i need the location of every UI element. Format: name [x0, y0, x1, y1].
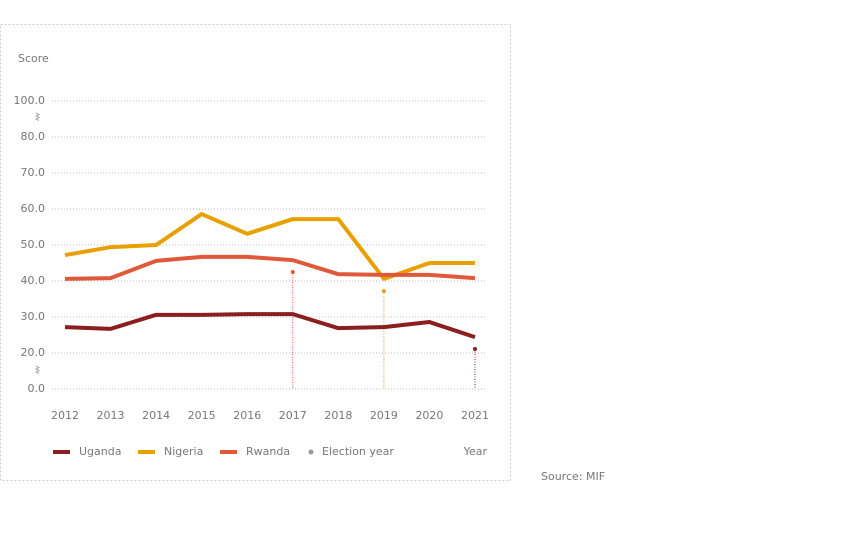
legend-label: Election year	[322, 445, 394, 458]
legend-label: Nigeria	[164, 445, 203, 458]
y-tick-label: 100.0	[14, 94, 46, 107]
legend-label: Rwanda	[246, 445, 290, 458]
y-tick-label: 40.0	[21, 274, 46, 287]
x-axis-label: Year	[463, 445, 488, 458]
y-tick-label: 80.0	[21, 130, 46, 143]
y-tick-label: 20.0	[21, 346, 46, 359]
x-tick-label: 2015	[188, 409, 216, 422]
x-tick-label: 2016	[233, 409, 261, 422]
x-tick-label: 2020	[415, 409, 443, 422]
x-tick-label: 2018	[324, 409, 352, 422]
source: Source: MIF	[541, 470, 605, 483]
x-tick-label: 2013	[97, 409, 125, 422]
legend-dot	[308, 449, 314, 455]
x-tick-label: 2021	[461, 409, 489, 422]
election-marker	[381, 289, 386, 294]
y-tick-label: 50.0	[21, 238, 46, 251]
series-line	[64, 254, 476, 281]
y-tick-label: 70.0	[21, 166, 46, 179]
election-marker	[290, 270, 295, 274]
x-tick-label: 2019	[370, 409, 398, 422]
y-tick-label: 60.0	[21, 202, 46, 215]
legend-label: Uganda	[79, 445, 121, 458]
x-tick-label: 2012	[51, 409, 79, 422]
y-tick-label: 30.0	[21, 310, 46, 323]
series-line	[64, 312, 476, 340]
x-tick-label: 2017	[279, 409, 307, 422]
chart-frame	[0, 24, 511, 481]
y-axis-label: Score	[18, 52, 49, 65]
election-marker	[473, 347, 477, 352]
series-line	[64, 212, 475, 281]
axis-break	[34, 112, 41, 121]
x-tick-label: 2014	[142, 409, 170, 422]
y-tick-label: 0.0	[28, 382, 46, 395]
axis-break	[34, 365, 41, 374]
